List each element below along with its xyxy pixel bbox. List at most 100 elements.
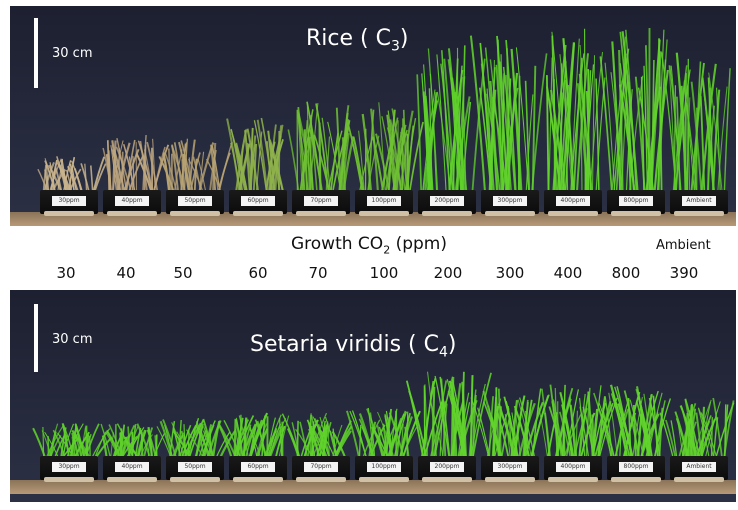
soil-bag bbox=[674, 477, 724, 482]
tray-label: 70ppm bbox=[304, 462, 338, 472]
axis-tick-label: 400 bbox=[553, 264, 583, 282]
soil-bag bbox=[44, 477, 94, 482]
tray-label: 30ppm bbox=[52, 196, 86, 206]
axis-tick-label: 200 bbox=[433, 264, 463, 282]
plant-clump bbox=[226, 117, 285, 193]
plant-clump bbox=[661, 52, 731, 193]
tray-label: 100ppm bbox=[367, 196, 401, 206]
scale-label: 30 cm bbox=[52, 46, 93, 61]
axis-tick-label: 390 bbox=[669, 264, 699, 282]
tray-label: 60ppm bbox=[241, 462, 275, 472]
soil-bag bbox=[422, 211, 472, 216]
plant-clump bbox=[218, 412, 290, 461]
tray: 200ppm bbox=[418, 456, 476, 482]
tray-label: Ambient bbox=[682, 196, 716, 206]
plant-clump bbox=[538, 384, 618, 461]
tray-label: 400ppm bbox=[556, 196, 590, 206]
scale-bar bbox=[34, 18, 38, 88]
plant-clump bbox=[345, 407, 421, 461]
tray: 100ppm bbox=[355, 456, 413, 482]
plant-clump bbox=[100, 423, 165, 461]
panel-title: Setaria viridis ( C4) bbox=[250, 332, 457, 361]
soil-bag bbox=[44, 211, 94, 216]
tray: 800ppm bbox=[607, 190, 665, 216]
tray: 30ppm bbox=[40, 456, 98, 482]
soil-bag bbox=[233, 211, 283, 216]
soil-bag bbox=[233, 477, 283, 482]
tray-label: 60ppm bbox=[241, 196, 275, 206]
soil-bag bbox=[548, 477, 598, 482]
tray: 50ppm bbox=[166, 190, 224, 216]
soil-bag bbox=[485, 211, 535, 216]
tray-label: 400ppm bbox=[556, 462, 590, 472]
tray-label: 300ppm bbox=[493, 462, 527, 472]
soil-bag bbox=[674, 211, 724, 216]
soil-bag bbox=[170, 211, 220, 216]
axis-tick-label: 50 bbox=[173, 264, 193, 282]
panel-title: Rice ( C3) bbox=[306, 26, 409, 55]
tray-label: 30ppm bbox=[52, 462, 86, 472]
rice-plants bbox=[37, 27, 731, 193]
tray-label: 800ppm bbox=[619, 462, 653, 472]
plant-clump bbox=[469, 35, 548, 193]
tray-label: 70ppm bbox=[304, 196, 338, 206]
axis-tick-label: 70 bbox=[308, 264, 328, 282]
plant-clump bbox=[102, 135, 170, 193]
plant-clump bbox=[593, 384, 672, 461]
plant-clump bbox=[287, 101, 355, 193]
plant-clump bbox=[346, 102, 424, 193]
tray: 50ppm bbox=[166, 456, 224, 482]
tray-label: 300ppm bbox=[493, 196, 527, 206]
tray-label: 100ppm bbox=[367, 462, 401, 472]
plant-clump bbox=[37, 156, 107, 193]
plant-clump bbox=[32, 423, 113, 461]
soil-bag bbox=[611, 477, 661, 482]
axis-tick-label: 800 bbox=[611, 264, 641, 282]
rice-photo-panel: 30 cm Rice ( C3) 30ppm 40ppm 50ppm 60ppm 70p… bbox=[10, 6, 736, 226]
tray: 400ppm bbox=[544, 456, 602, 482]
soil-bag bbox=[611, 211, 661, 216]
tray: 40ppm bbox=[103, 456, 161, 482]
axis-tick-label: 40 bbox=[116, 264, 136, 282]
tray-label: 200ppm bbox=[430, 462, 464, 472]
soil-bag bbox=[296, 211, 346, 216]
soil-bag bbox=[485, 477, 535, 482]
plant-clump bbox=[158, 138, 233, 193]
plant-clump bbox=[156, 417, 237, 461]
plant-clump bbox=[416, 45, 486, 193]
soil-bag bbox=[359, 211, 409, 216]
tray: 30ppm bbox=[40, 190, 98, 216]
tray-label: 40ppm bbox=[115, 196, 149, 206]
soil-bag bbox=[548, 211, 598, 216]
plant-clump bbox=[659, 397, 735, 461]
tray: 60ppm bbox=[229, 456, 287, 482]
soil-bag bbox=[107, 477, 157, 482]
scale-bar bbox=[34, 304, 38, 372]
tray: 300ppm bbox=[481, 456, 539, 482]
shelf bbox=[10, 480, 736, 494]
axis-tick-label: 100 bbox=[369, 264, 399, 282]
plant-clump bbox=[546, 28, 606, 193]
tray: 70ppm bbox=[292, 190, 350, 216]
tray-label: Ambient bbox=[682, 462, 716, 472]
soil-bag bbox=[422, 477, 472, 482]
setaria-photo-panel: 30 cm Setaria viridis ( C4) 30ppm 40ppm 50… bbox=[10, 290, 736, 502]
axis-tick-label: 60 bbox=[248, 264, 268, 282]
tray: 200ppm bbox=[418, 190, 476, 216]
soil-bag bbox=[170, 477, 220, 482]
plant-clump bbox=[599, 27, 669, 193]
scale-label: 30 cm bbox=[52, 332, 93, 347]
axis-tick-label: 30 bbox=[56, 264, 76, 282]
tray-label: 200ppm bbox=[430, 196, 464, 206]
tray: Ambient bbox=[670, 456, 728, 482]
axis-tick-label: 300 bbox=[495, 264, 525, 282]
tray: 400ppm bbox=[544, 190, 602, 216]
ambient-label: Ambient bbox=[656, 238, 711, 253]
tray: 70ppm bbox=[292, 456, 350, 482]
tray: 300ppm bbox=[481, 190, 539, 216]
soil-bag bbox=[359, 477, 409, 482]
axis-title: Growth CO2 (ppm) bbox=[290, 234, 447, 257]
tray: 800ppm bbox=[607, 456, 665, 482]
tray-label: 40ppm bbox=[115, 462, 149, 472]
tray-label: 50ppm bbox=[178, 196, 212, 206]
